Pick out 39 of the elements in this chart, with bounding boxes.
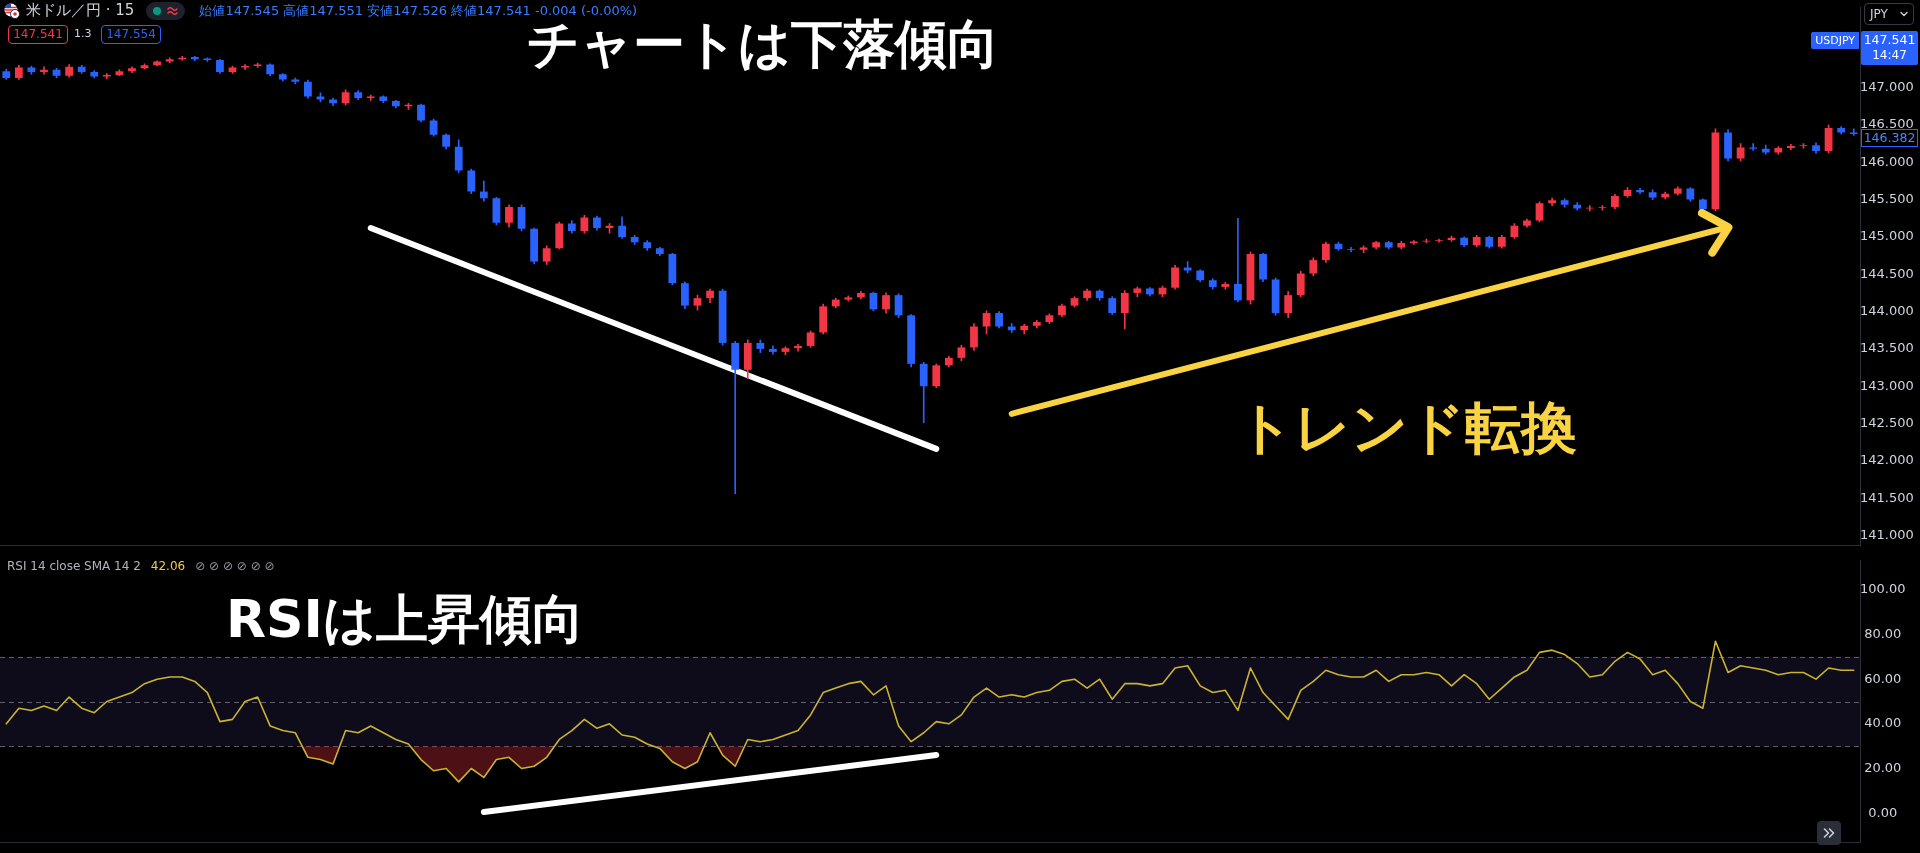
y-tick-label: 142.000 xyxy=(1860,452,1914,468)
y-tick-label: 146.000 xyxy=(1860,153,1914,169)
y-tick-label: 80.00 xyxy=(1864,625,1902,641)
price-tag: 147.541 14:47 xyxy=(1861,31,1918,65)
y-tick-label: 145.500 xyxy=(1860,191,1914,206)
candlestick xyxy=(731,341,740,495)
candlestick xyxy=(1749,143,1758,151)
y-tick-label: 144.500 xyxy=(1860,265,1914,281)
candlestick xyxy=(1849,128,1858,136)
annotation: 147.541 xyxy=(8,25,68,44)
annotation: 42.06 xyxy=(150,559,186,573)
annotation: USDJPY xyxy=(1811,32,1859,49)
candlestick xyxy=(1585,205,1594,212)
chart-title: 米ドル／円 · 15 xyxy=(26,1,135,20)
y-tick-label: 141.500 xyxy=(1860,489,1914,505)
candlestick xyxy=(40,66,48,75)
y-tick-label: 40.00 xyxy=(1864,715,1902,731)
y-tick-label: 143.000 xyxy=(1860,377,1914,393)
annotation: RSIは上昇傾向 xyxy=(226,589,584,649)
currency-dropdown: JPY xyxy=(1864,3,1914,25)
annotation: ⊘ ⊘ ⊘ ⊘ ⊘ ⊘ xyxy=(195,559,275,573)
y-tick-label: 20.00 xyxy=(1864,759,1902,775)
y-tick-label: 147.000 xyxy=(1860,79,1914,95)
y-tick-label: 145.000 xyxy=(1860,228,1914,244)
chart-subtitle: 始値147.545 高値147.551 安値147.526 終値147.541 -0.004 (-0.00%) xyxy=(199,1,638,20)
annotation: 1.3 xyxy=(74,27,92,40)
y-tick-label: 143.500 xyxy=(1860,340,1914,356)
annotation: 147.554 xyxy=(101,25,161,44)
chart-title: RSI 14 close SMA 14 2 xyxy=(7,559,141,573)
y-tick-label: 142.500 xyxy=(1860,414,1914,430)
y-tick-label: 144.000 xyxy=(1860,302,1914,318)
y-tick-label: 100.00 xyxy=(1859,581,1906,597)
y-tick-label: 146.500 xyxy=(1860,116,1914,132)
y-tick-label: 60.00 xyxy=(1864,670,1902,686)
candlestick xyxy=(1234,217,1242,303)
annotation: トレンド転換 xyxy=(1237,395,1577,460)
y-tick-label: 141.000 xyxy=(1860,526,1914,542)
y-tick-label: 0.00 xyxy=(1868,804,1898,820)
text: 146.382 xyxy=(1861,129,1918,147)
